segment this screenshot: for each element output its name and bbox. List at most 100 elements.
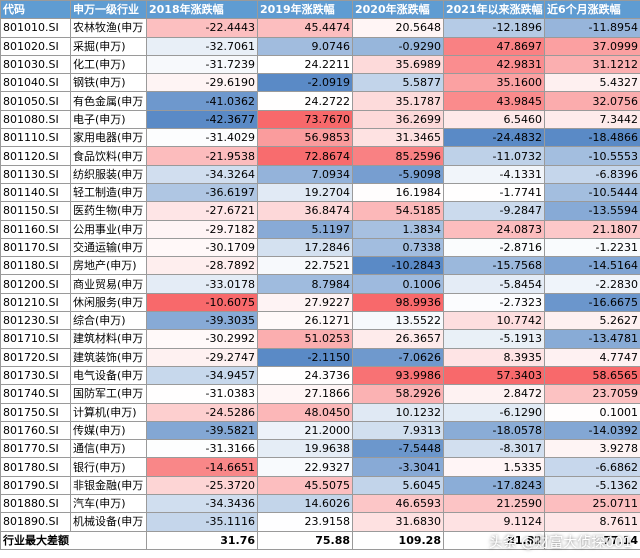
cell-value-2018[interactable]: -33.0178 bbox=[146, 274, 258, 294]
cell-value-2019[interactable]: 36.8474 bbox=[257, 201, 353, 221]
cell-value-6-months[interactable]: 8.7611 bbox=[544, 512, 640, 532]
cell-value-2020[interactable]: -3.3041 bbox=[352, 457, 444, 477]
cell-industry[interactable]: 非银金融(申万 bbox=[70, 475, 147, 496]
cell-value-2021-ytd[interactable]: -24.4832 bbox=[443, 128, 545, 148]
cell-industry[interactable]: 通信(申万) bbox=[70, 439, 147, 459]
cell-value-2020[interactable]: 0.1006 bbox=[352, 274, 444, 294]
cell-value-6-months[interactable]: 32.0756 bbox=[544, 91, 640, 111]
cell-value-6-months[interactable]: -6.6862 bbox=[544, 457, 640, 477]
cell-value-2018[interactable]: -27.6721 bbox=[146, 201, 258, 221]
cell-value-2021-ytd[interactable]: -2.7323 bbox=[443, 292, 545, 313]
cell-value-2018[interactable]: -35.1116 bbox=[146, 512, 258, 532]
cell-value-2021-ytd[interactable]: -5.1913 bbox=[443, 329, 545, 349]
cell-value-2020[interactable]: 93.9986 bbox=[352, 365, 444, 386]
cell-value-6-months[interactable]: -1.2231 bbox=[544, 237, 640, 258]
cell-value-2021-ytd[interactable]: 42.9831 bbox=[443, 54, 545, 75]
cell-value-2018[interactable]: -34.3436 bbox=[146, 494, 258, 514]
cell-value-6-months[interactable]: -5.1362 bbox=[544, 475, 640, 496]
cell-value-6-months[interactable]: -2.2830 bbox=[544, 274, 640, 294]
cell-value-6-months[interactable]: -14.5164 bbox=[544, 256, 640, 276]
cell-value-2018[interactable]: -41.0362 bbox=[146, 91, 258, 111]
footer-value-2021-ytd[interactable]: 81.82 bbox=[443, 530, 545, 550]
cell-value-6-months[interactable]: 4.7747 bbox=[544, 347, 640, 367]
cell-value-6-months[interactable]: -16.6675 bbox=[544, 292, 640, 313]
cell-value-2021-ytd[interactable]: -9.2847 bbox=[443, 201, 545, 221]
cell-code[interactable]: 801180.SI bbox=[0, 256, 71, 276]
cell-industry[interactable]: 交通运输(申万 bbox=[70, 237, 147, 258]
cell-industry[interactable]: 国防军工(申万 bbox=[70, 384, 147, 404]
cell-value-2021-ytd[interactable]: -2.8716 bbox=[443, 237, 545, 258]
cell-value-2018[interactable]: -22.4443 bbox=[146, 18, 258, 38]
cell-value-2020[interactable]: 54.5185 bbox=[352, 201, 444, 221]
cell-value-6-months[interactable]: 3.9278 bbox=[544, 439, 640, 459]
cell-value-2020[interactable]: -7.0626 bbox=[352, 347, 444, 367]
cell-value-2020[interactable]: 10.1232 bbox=[352, 402, 444, 422]
cell-code[interactable]: 801170.SI bbox=[0, 237, 71, 258]
cell-value-2021-ytd[interactable]: -5.8454 bbox=[443, 274, 545, 294]
header-2019[interactable]: 2019年涨跌幅 bbox=[257, 0, 353, 20]
cell-value-2018[interactable]: -34.9457 bbox=[146, 365, 258, 386]
cell-value-2021-ytd[interactable]: 47.8697 bbox=[443, 36, 545, 56]
cell-code[interactable]: 801750.SI bbox=[0, 402, 71, 422]
cell-code[interactable]: 801740.SI bbox=[0, 384, 71, 404]
cell-value-2021-ytd[interactable]: 1.5335 bbox=[443, 457, 545, 477]
cell-code[interactable]: 801200.SI bbox=[0, 274, 71, 294]
cell-value-2019[interactable]: 51.0253 bbox=[257, 329, 353, 349]
cell-value-2018[interactable]: -28.7892 bbox=[146, 256, 258, 276]
cell-code[interactable]: 801080.SI bbox=[0, 109, 71, 130]
cell-value-2018[interactable]: -29.2747 bbox=[146, 347, 258, 367]
cell-code[interactable]: 801780.SI bbox=[0, 457, 71, 477]
cell-value-2019[interactable]: 9.0746 bbox=[257, 36, 353, 56]
cell-value-2018[interactable]: -39.5821 bbox=[146, 420, 258, 441]
cell-code[interactable]: 801760.SI bbox=[0, 420, 71, 441]
cell-value-6-months[interactable]: -6.8396 bbox=[544, 164, 640, 184]
cell-industry[interactable]: 休闲服务(申万 bbox=[70, 292, 147, 313]
cell-value-2019[interactable]: 21.2000 bbox=[257, 420, 353, 441]
cell-industry[interactable]: 建筑装饰(申万 bbox=[70, 347, 147, 367]
cell-code[interactable]: 801120.SI bbox=[0, 146, 71, 166]
cell-industry[interactable]: 化工(申万) bbox=[70, 54, 147, 75]
cell-value-2020[interactable]: -7.5448 bbox=[352, 439, 444, 459]
cell-value-6-months[interactable]: 37.0999 bbox=[544, 36, 640, 56]
cell-value-2020[interactable]: -10.2843 bbox=[352, 256, 444, 276]
cell-value-2020[interactable]: 0.7338 bbox=[352, 237, 444, 258]
cell-industry[interactable]: 计算机(申万) bbox=[70, 402, 147, 422]
cell-value-2018[interactable]: -29.6190 bbox=[146, 73, 258, 93]
cell-value-2021-ytd[interactable]: -8.3017 bbox=[443, 439, 545, 459]
footer-value-6-months[interactable]: 77.14 bbox=[544, 530, 640, 550]
cell-value-2019[interactable]: 19.9638 bbox=[257, 439, 353, 459]
cell-value-6-months[interactable]: 0.1001 bbox=[544, 402, 640, 422]
cell-value-6-months[interactable]: 31.1212 bbox=[544, 54, 640, 75]
cell-value-2020[interactable]: 13.5522 bbox=[352, 311, 444, 331]
cell-value-2020[interactable]: 5.6045 bbox=[352, 475, 444, 496]
cell-value-2021-ytd[interactable]: -4.1331 bbox=[443, 164, 545, 184]
cell-code[interactable]: 801770.SI bbox=[0, 439, 71, 459]
cell-value-2020[interactable]: 20.5648 bbox=[352, 18, 444, 38]
cell-value-2018[interactable]: -24.5286 bbox=[146, 402, 258, 422]
cell-value-2018[interactable]: -42.3677 bbox=[146, 109, 258, 130]
cell-code[interactable]: 801230.SI bbox=[0, 311, 71, 331]
cell-value-6-months[interactable]: 23.7059 bbox=[544, 384, 640, 404]
cell-value-2021-ytd[interactable]: 43.9845 bbox=[443, 91, 545, 111]
cell-value-2018[interactable]: -14.6651 bbox=[146, 457, 258, 477]
cell-industry[interactable]: 轻工制造(申万 bbox=[70, 182, 147, 203]
cell-value-2019[interactable]: 23.9158 bbox=[257, 512, 353, 532]
header-2020[interactable]: 2020年涨跌幅 bbox=[352, 0, 444, 20]
cell-value-2018[interactable]: -31.0383 bbox=[146, 384, 258, 404]
cell-value-6-months[interactable]: -10.5444 bbox=[544, 182, 640, 203]
cell-value-2018[interactable]: -30.2992 bbox=[146, 329, 258, 349]
header-2021-ytd[interactable]: 2021年以来涨跌幅 bbox=[443, 0, 545, 20]
cell-value-2019[interactable]: 22.9327 bbox=[257, 457, 353, 477]
cell-value-2019[interactable]: 27.1866 bbox=[257, 384, 353, 404]
cell-value-2019[interactable]: 5.1197 bbox=[257, 219, 353, 239]
cell-value-2019[interactable]: 24.3736 bbox=[257, 365, 353, 386]
cell-industry[interactable]: 家用电器(申万 bbox=[70, 128, 147, 148]
cell-value-6-months[interactable]: -14.0392 bbox=[544, 420, 640, 441]
cell-code[interactable]: 801880.SI bbox=[0, 494, 71, 514]
footer-value-2018[interactable]: 31.76 bbox=[146, 530, 258, 550]
cell-value-2018[interactable]: -39.3035 bbox=[146, 311, 258, 331]
cell-code[interactable]: 801110.SI bbox=[0, 128, 71, 148]
cell-code[interactable]: 801890.SI bbox=[0, 512, 71, 532]
cell-value-2020[interactable]: 7.9313 bbox=[352, 420, 444, 441]
cell-value-2020[interactable]: -5.9098 bbox=[352, 164, 444, 184]
